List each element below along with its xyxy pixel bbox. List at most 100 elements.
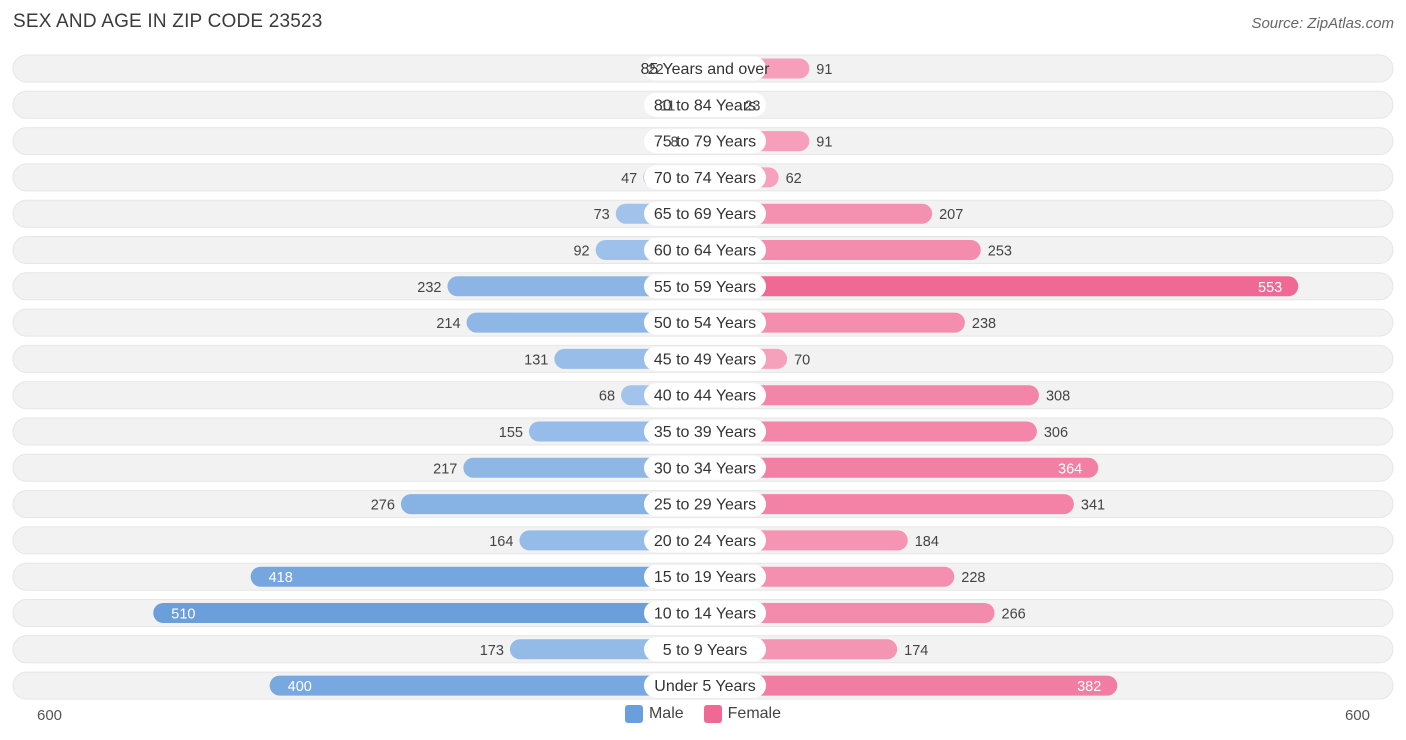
category-label-bg [644,274,766,299]
category-label: 75 to 79 Years [654,134,756,151]
category-label: 45 to 49 Years [654,351,756,368]
male-bar [250,566,703,587]
legend-swatch-male [624,705,643,723]
category-label: 60 to 64 Years [654,243,756,260]
female-value-label: 266 [1002,607,1026,623]
male-value-label: 276 [371,498,395,514]
female-bar [703,312,965,333]
category-label-bg [644,528,766,553]
male-value-label: 155 [499,425,523,441]
category-label: 40 to 44 Years [654,388,756,405]
male-bar [466,312,703,333]
category-label: 30 to 34 Years [654,460,756,477]
female-value-label: 184 [915,534,939,550]
category-label-bg [644,601,766,625]
female-bar [703,675,1118,696]
male-value-label: 214 [436,316,460,332]
legend-label-male: Male [648,705,684,722]
female-bar [703,276,1299,297]
male-bar [447,276,703,297]
legend-label-female: Female [727,705,782,722]
legend-swatch-female [703,705,722,723]
male-value-label: 400 [288,679,312,695]
female-bar [703,240,981,260]
female-bar [703,494,1074,515]
axis-right-label: 600 [1344,707,1370,724]
female-bar [703,566,955,587]
category-label-bg [644,238,766,262]
category-label: 20 to 24 Years [654,533,756,550]
female-value-label: 238 [972,316,996,332]
female-value-label: 70 [794,352,810,368]
category-label-bg [644,455,766,480]
category-label-bg [644,92,766,117]
axis-left-label: 600 [37,707,63,724]
category-label-bg [644,673,766,698]
category-label-bg [644,419,766,444]
male-value-label: 510 [171,607,195,623]
male-value-label: 232 [417,280,441,296]
female-value-label: 253 [988,244,1012,260]
legend: Male Female [0,705,1406,723]
category-label-bg [644,201,766,226]
female-value-label: 228 [961,570,985,586]
category-label: 65 to 69 Years [654,206,756,223]
female-value-label: 364 [1058,461,1082,477]
female-value-label: 382 [1077,679,1101,695]
female-bar [703,603,995,623]
male-bar [153,603,703,623]
category-label-bg [644,383,766,408]
category-label: 85 Years and over [641,61,771,78]
category-label: 35 to 39 Years [654,424,756,441]
male-value-label: 68 [599,389,615,405]
category-label-bg [644,492,766,517]
female-value-label: 62 [786,171,802,187]
category-label: 55 to 59 Years [654,279,756,296]
source-label: Source: ZipAtlas.com [1251,15,1394,32]
male-value-label: 22 [648,62,664,78]
male-value-label: 92 [573,244,589,260]
male-value-label: 173 [480,643,504,659]
chart-title: SEX AND AGE IN ZIP CODE 23523 [13,11,323,32]
category-label-bg [644,310,766,335]
category-label: 5 to 9 Years [663,642,748,659]
female-bar [703,421,1037,442]
female-value-label: 207 [939,207,963,223]
category-label: 10 to 14 Years [654,606,756,623]
female-value-label: 23 [744,98,760,114]
male-bar [400,494,703,515]
category-label-bg [644,346,766,371]
male-value-label: 47 [621,171,637,187]
female-value-label: 553 [1258,280,1282,296]
category-label-bg [644,129,766,154]
male-bar [463,457,703,478]
category-label-bg [644,564,766,589]
male-bar [269,675,703,696]
category-label: Under 5 Years [654,678,755,695]
female-value-label: 91 [816,62,832,78]
male-value-label: 8 [670,135,678,151]
category-label: 80 to 84 Years [654,97,756,114]
legend-item-female: Female [703,705,782,723]
male-value-label: 164 [489,534,513,550]
female-value-label: 174 [904,643,928,659]
female-value-label: 306 [1044,425,1068,441]
category-label: 70 to 74 Years [654,170,756,187]
male-value-label: 418 [269,570,293,586]
legend-item-male: Male [624,705,684,723]
male-value-label: 11 [660,98,675,114]
category-label: 50 to 54 Years [654,315,756,332]
category-label-bg [644,56,766,81]
female-value-label: 308 [1046,389,1070,405]
category-label-bg [644,637,766,662]
female-bar [703,457,1099,478]
category-label: 25 to 29 Years [654,497,756,514]
female-bar [703,385,1039,406]
male-value-label: 217 [433,461,457,477]
female-value-label: 91 [816,135,832,151]
category-label: 15 to 19 Years [654,569,756,586]
male-value-label: 131 [524,352,548,368]
category-label-bg [644,165,766,190]
female-value-label: 341 [1081,498,1105,514]
